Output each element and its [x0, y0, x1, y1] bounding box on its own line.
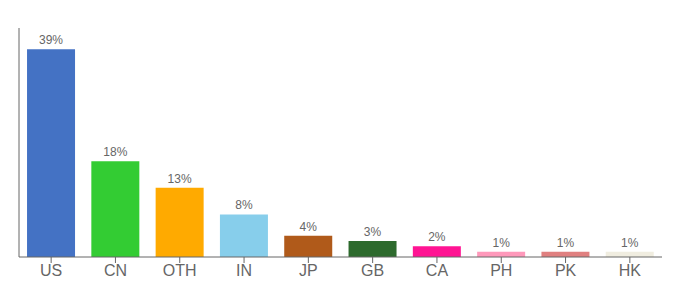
svg-text:1%: 1%	[492, 236, 510, 250]
svg-text:CA: CA	[426, 262, 449, 279]
svg-text:2%: 2%	[428, 230, 446, 244]
svg-text:GB: GB	[361, 262, 384, 279]
svg-text:8%: 8%	[235, 198, 253, 212]
svg-text:4%: 4%	[300, 220, 318, 234]
svg-text:PH: PH	[490, 262, 512, 279]
svg-text:HK: HK	[619, 262, 642, 279]
svg-text:JP: JP	[299, 262, 318, 279]
svg-text:1%: 1%	[557, 236, 575, 250]
svg-text:1%: 1%	[621, 236, 639, 250]
svg-text:US: US	[40, 262, 62, 279]
svg-text:18%: 18%	[103, 145, 127, 159]
svg-text:IN: IN	[236, 262, 252, 279]
svg-text:PK: PK	[555, 262, 577, 279]
svg-text:CN: CN	[104, 262, 127, 279]
svg-text:3%: 3%	[364, 225, 382, 239]
svg-text:OTH: OTH	[163, 262, 197, 279]
svg-text:13%: 13%	[168, 172, 192, 186]
svg-text:39%: 39%	[39, 33, 63, 47]
